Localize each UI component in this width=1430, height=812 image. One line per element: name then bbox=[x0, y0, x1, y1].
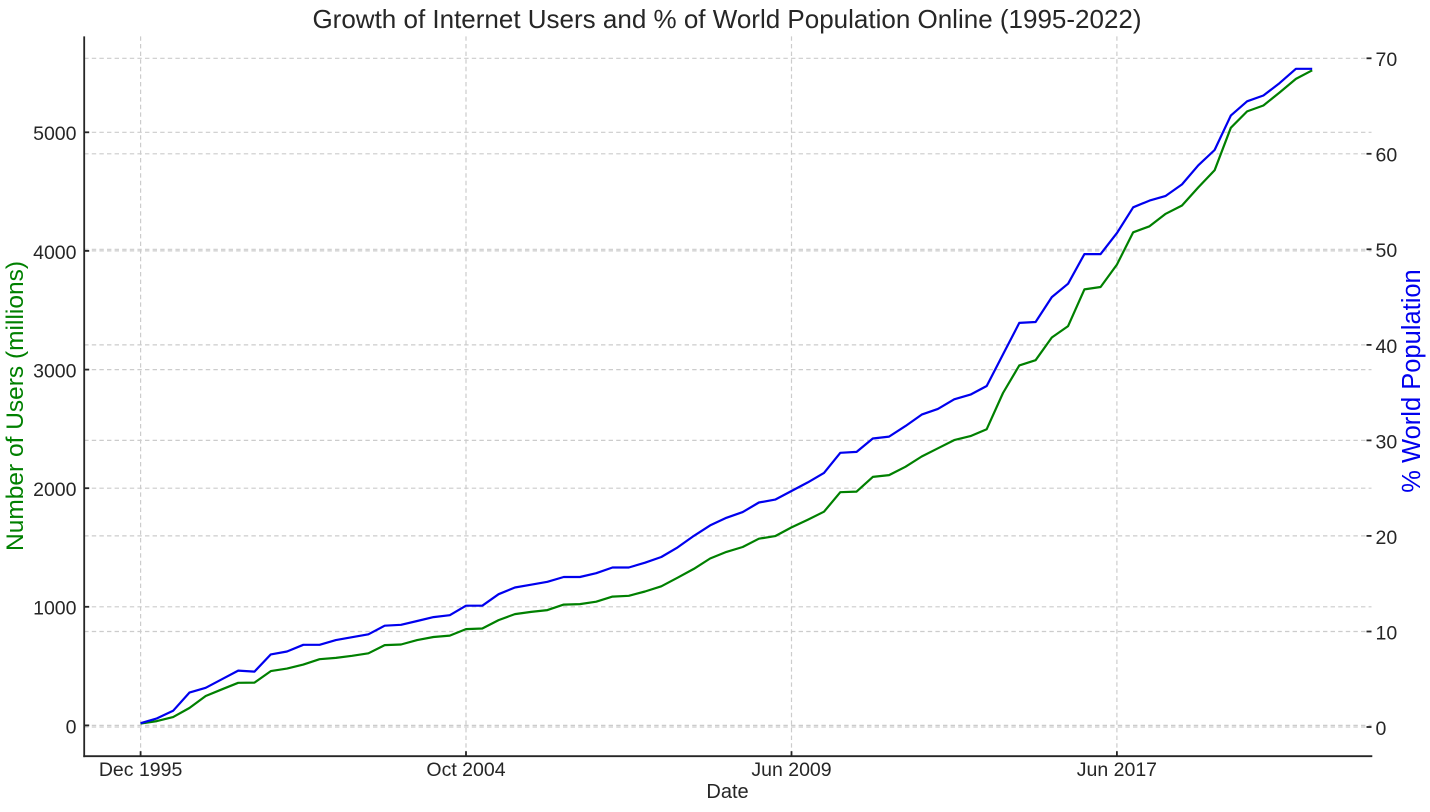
svg-text:1000: 1000 bbox=[33, 598, 77, 620]
svg-text:0: 0 bbox=[66, 716, 77, 738]
svg-text:% World Population: % World Population bbox=[1398, 269, 1426, 493]
svg-text:20: 20 bbox=[1376, 527, 1398, 549]
svg-text:Dec 1995: Dec 1995 bbox=[99, 759, 183, 781]
svg-text:50: 50 bbox=[1376, 240, 1398, 262]
svg-text:Number of Users (millions): Number of Users (millions) bbox=[2, 261, 29, 551]
svg-text:Growth of Internet Users and %: Growth of Internet Users and % of World … bbox=[312, 4, 1141, 34]
svg-text:30: 30 bbox=[1376, 431, 1398, 453]
svg-text:Jun 2017: Jun 2017 bbox=[1077, 759, 1157, 781]
svg-text:0: 0 bbox=[1376, 718, 1387, 740]
svg-text:5000: 5000 bbox=[33, 123, 77, 145]
svg-text:4000: 4000 bbox=[33, 242, 77, 264]
svg-text:40: 40 bbox=[1376, 336, 1398, 358]
svg-text:Oct 2004: Oct 2004 bbox=[426, 759, 505, 781]
svg-text:60: 60 bbox=[1376, 145, 1398, 167]
svg-text:70: 70 bbox=[1376, 49, 1398, 71]
svg-text:3000: 3000 bbox=[33, 361, 77, 383]
svg-text:2000: 2000 bbox=[33, 479, 77, 501]
svg-text:10: 10 bbox=[1376, 622, 1398, 644]
svg-text:Date: Date bbox=[706, 781, 748, 803]
svg-text:Jun 2009: Jun 2009 bbox=[751, 759, 831, 781]
